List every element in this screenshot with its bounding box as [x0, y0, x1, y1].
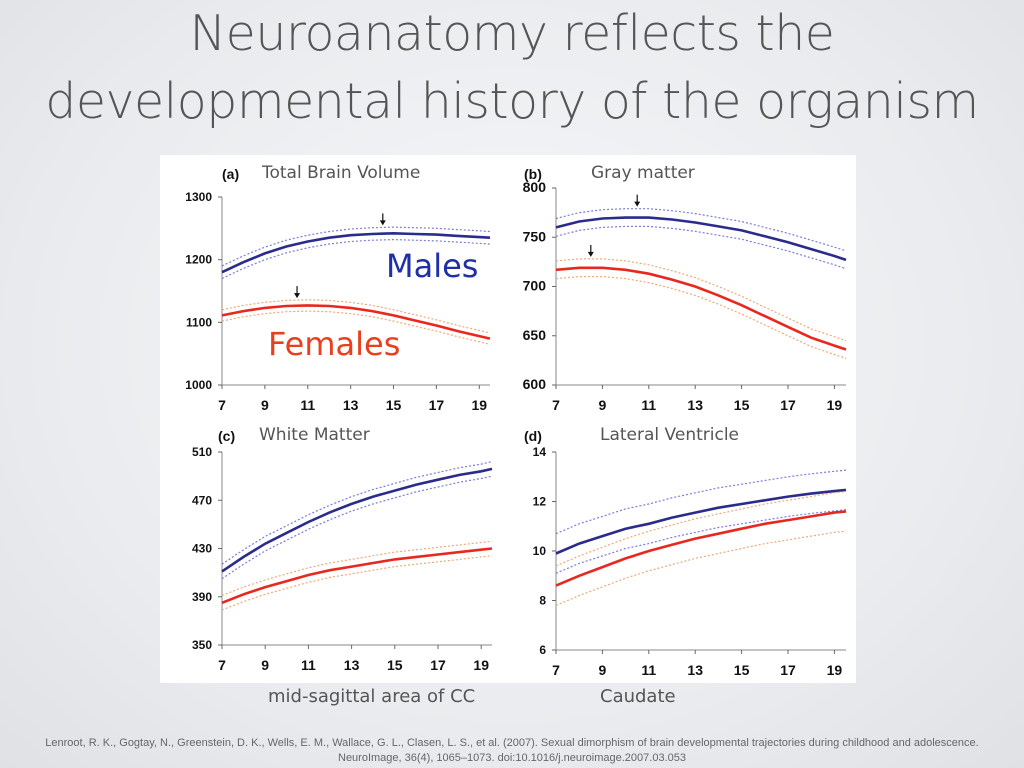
x-tick-label: 19 [827, 397, 843, 413]
x-tick-label: 9 [261, 397, 269, 413]
ci-line-females [555, 491, 847, 567]
y-tick-label: 470 [192, 493, 212, 507]
y-tick-label: 750 [523, 228, 547, 244]
chart-panel-b: (b) Gray matter 600 650 700 750 800 7 9 11 13 15 17 1… [523, 163, 847, 413]
y-tick-label: 10 [533, 544, 547, 558]
annotation-males: Males [386, 247, 478, 285]
slide-title-line-2: developmental history of the organism [45, 73, 979, 130]
ci-line-males [555, 509, 847, 574]
y-tick-label: 600 [523, 376, 547, 392]
y-tick-label: 390 [192, 590, 212, 604]
x-tick-label: 7 [552, 662, 560, 678]
ci-line-males [555, 469, 847, 535]
x-tick-label: 17 [780, 397, 796, 413]
x-tick-label: 17 [430, 657, 446, 673]
panel-letter: (c) [218, 428, 235, 444]
y-tick-label: 1000 [185, 378, 212, 392]
ci-line-males [221, 475, 493, 580]
x-tick-label: 9 [599, 662, 607, 678]
series-line-males [555, 488, 847, 555]
y-tick-label: 6 [539, 643, 546, 657]
x-tick-label: 11 [300, 397, 315, 413]
y-tick-label: 650 [523, 327, 547, 343]
series-line-males [555, 216, 847, 262]
peak-arrow-head [634, 201, 641, 207]
x-tick-label: 9 [599, 397, 607, 413]
panel-title: Gray matter [591, 163, 695, 183]
y-tick-label: 8 [539, 594, 546, 608]
x-tick-label: 19 [471, 397, 487, 413]
y-tick-label: 700 [523, 278, 547, 294]
x-tick-label: 15 [734, 662, 750, 678]
ci-line-males [555, 225, 847, 270]
series-line-females [555, 266, 847, 351]
y-tick-label: 1200 [185, 253, 212, 267]
peak-arrow-head [587, 251, 594, 257]
y-tick-label: 1300 [185, 190, 212, 204]
x-tick-label: 9 [261, 657, 269, 673]
series-line-males [221, 231, 491, 274]
panel-letter: (d) [524, 428, 542, 444]
series-line-females [555, 510, 847, 587]
ci-line-females [555, 530, 847, 606]
x-tick-label: 11 [301, 657, 316, 673]
panel-title: Lateral Ventricle [600, 425, 739, 445]
series-line-females [221, 547, 493, 605]
x-tick-label: 15 [386, 397, 402, 413]
ci-line-females [221, 540, 493, 597]
x-tick-label: 13 [343, 397, 359, 413]
panel-title: White Matter [259, 425, 370, 445]
x-tick-label: 17 [429, 397, 445, 413]
y-tick-label: 510 [192, 445, 212, 459]
slide-title-line-1: Neuroanatomy reflects the [189, 5, 835, 62]
figure-panel: (a) Total Brain Volume 1000 1100 1200 1300 7 9 1… [160, 155, 856, 683]
citation-line-2: NeuroImage, 36(4), 1065–1073. doi:10.101… [338, 752, 686, 764]
x-tick-label: 7 [218, 397, 226, 413]
y-tick-label: 14 [533, 445, 547, 459]
ci-line-females [555, 276, 847, 359]
chart-panel-a: (a) Total Brain Volume 1000 1100 1200 1300 7 9 1… [185, 163, 491, 413]
x-tick-label: 15 [734, 397, 750, 413]
x-tick-label: 7 [218, 657, 226, 673]
x-tick-label: 11 [641, 662, 656, 678]
ci-line-females [555, 258, 847, 342]
caption-caudate: Caudate [600, 686, 676, 707]
panel-letter: (a) [222, 166, 239, 182]
x-tick-label: 13 [687, 397, 703, 413]
annotation-females: Females [268, 325, 400, 363]
x-tick-label: 13 [344, 657, 360, 673]
ci-line-females [221, 299, 491, 334]
figure-chart-grid: (a) Total Brain Volume 1000 1100 1200 1300 7 9 1… [185, 163, 847, 678]
chart-panel-d: (d) Lateral Ventricle 6 8 10 12 14 7 9 11 13 15 17 19 [524, 425, 847, 678]
y-tick-label: 1100 [186, 315, 212, 329]
x-tick-label: 13 [687, 662, 703, 678]
x-tick-label: 19 [473, 657, 489, 673]
y-tick-label: 430 [192, 542, 212, 556]
panel-title: Total Brain Volume [261, 163, 420, 183]
peak-arrow-head [379, 220, 386, 226]
peak-arrow-head [294, 293, 301, 299]
series-line-females [221, 304, 491, 340]
ci-line-females [221, 310, 491, 345]
x-tick-label: 19 [827, 662, 843, 678]
y-tick-label: 800 [523, 179, 547, 195]
series-line-males [221, 467, 493, 573]
citation-line-1: Lenroot, R. K., Gogtay, N., Greenstein, … [45, 737, 979, 749]
ci-line-females [221, 555, 493, 611]
y-tick-label: 350 [192, 638, 212, 652]
y-tick-label: 12 [533, 495, 547, 509]
x-tick-label: 11 [641, 397, 656, 413]
slide-title: Neuroanatomy reflects the developmental … [0, 0, 1024, 136]
panel-letter: (b) [524, 166, 542, 182]
caption-mid-sagittal-cc: mid-sagittal area of CC [268, 686, 476, 707]
ci-line-males [221, 238, 491, 280]
x-tick-label: 7 [552, 397, 560, 413]
citation: Lenroot, R. K., Gogtay, N., Greenstein, … [0, 736, 1024, 766]
ci-line-males [221, 461, 493, 565]
ci-line-males [555, 208, 847, 252]
ci-line-males [221, 226, 491, 267]
x-tick-label: 17 [780, 662, 796, 678]
chart-panel-c: (c) White Matter 350 390 430 470 510 7 9 11 13 15 17… [192, 425, 493, 673]
x-tick-label: 15 [387, 657, 403, 673]
